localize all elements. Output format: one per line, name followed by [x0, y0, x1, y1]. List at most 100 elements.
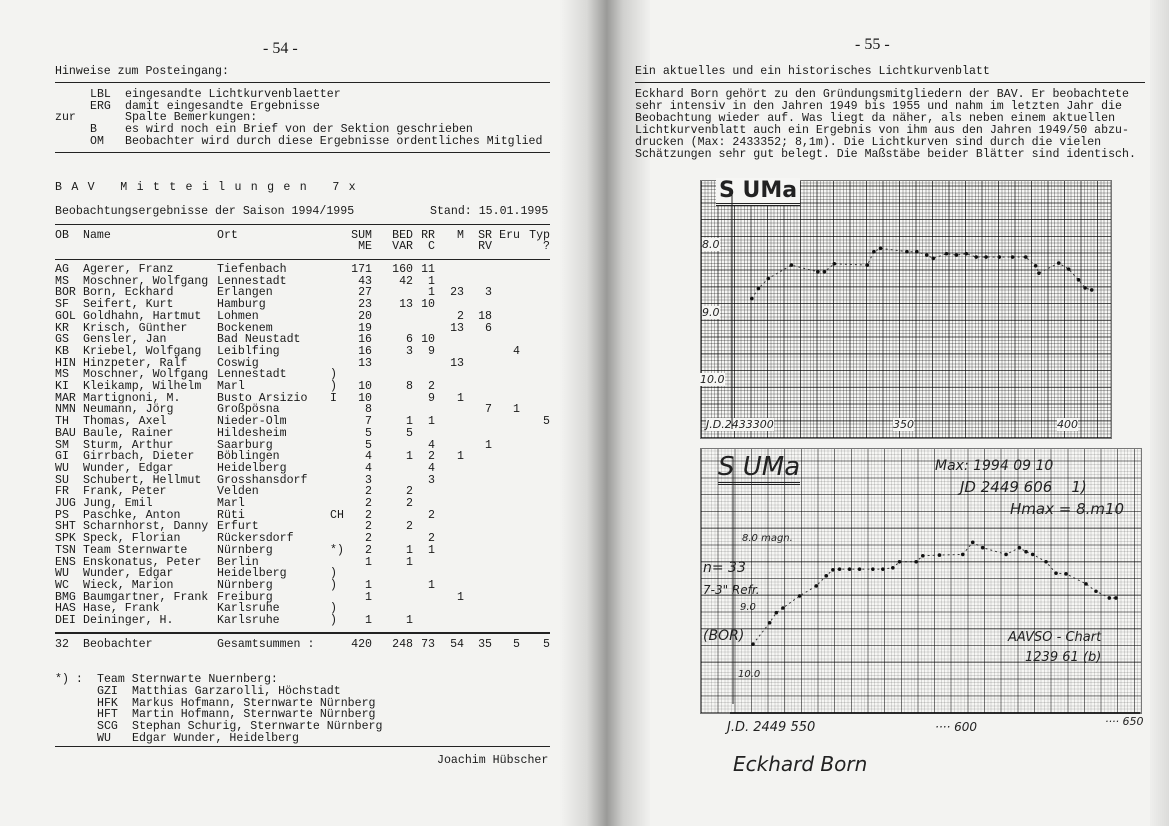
- table-cell: Wieck, Marion: [83, 578, 174, 592]
- table-cell: C: [428, 240, 435, 253]
- table-cell: 19: [358, 321, 372, 335]
- data-point: [1033, 263, 1038, 268]
- data-point: [871, 567, 875, 571]
- lightcurve-line: [751, 247, 1092, 299]
- table-cell: 1: [428, 543, 435, 557]
- table-cell: FR: [55, 485, 69, 499]
- table-cell: OB: [55, 229, 69, 242]
- member-name: Edgar Wunder, Heidelberg: [132, 731, 299, 745]
- table-cell: Hase, Frank: [83, 602, 160, 616]
- data-point: [970, 540, 975, 545]
- data-point: [774, 610, 779, 615]
- table-cell: Seifert, Kurt: [83, 298, 174, 312]
- table-cell: Hildesheim: [217, 426, 287, 440]
- footnote-title: Team Sternwarte Nuernberg:: [97, 673, 278, 686]
- table-cell: 2: [365, 532, 372, 546]
- table-cell: 8: [365, 403, 372, 417]
- table-cell: 1: [406, 555, 413, 569]
- table-cell: 9: [428, 391, 435, 405]
- table-cell: Grosshansdorf: [217, 473, 308, 487]
- table-cell: 4: [428, 461, 435, 475]
- table-cell: Scharnhorst, Danny: [83, 520, 209, 534]
- table-cell: Lennestadt: [217, 368, 287, 382]
- table-cell: 171: [351, 263, 372, 276]
- table-cell: Tiefenbach: [217, 263, 287, 276]
- table-cell: 4: [513, 344, 520, 358]
- data-point: [924, 253, 929, 257]
- table-cell: SM: [55, 438, 69, 452]
- table-cell: GS: [55, 333, 69, 347]
- table-cell: Kleikamp, Wilhelm: [83, 380, 202, 393]
- table-cell: ): [330, 614, 337, 627]
- table-cell: 73: [421, 638, 435, 651]
- lightcurve-line: [752, 541, 1116, 645]
- subtitle: Beobachtungsergebnisse der Saison 1994/1…: [55, 205, 355, 218]
- data-point: [1024, 549, 1028, 554]
- table-cell: Leiblfing: [217, 344, 280, 358]
- data-point: [915, 249, 919, 254]
- table-cell: Sturm, Arthur: [83, 438, 174, 452]
- table-cell: 5: [543, 638, 550, 651]
- table-row: BMG Baumgartner, Frank Freiburg 1 1: [0, 590, 560, 604]
- table-cell: Velden: [217, 485, 259, 499]
- table-row: SPK Speck, Florian Rückersdorf 2 2: [0, 533, 560, 545]
- table-cell: Moschner, Wolfgang: [83, 274, 209, 288]
- table-cell: ): [330, 368, 337, 382]
- table-cell: 160: [392, 263, 413, 276]
- x-tick-label: 400: [1057, 418, 1078, 431]
- table-cell: 23: [450, 286, 464, 300]
- table-cell: Karlsruhe: [217, 614, 280, 627]
- table-cell: *): [330, 543, 344, 557]
- table-cell: 1: [428, 286, 435, 300]
- table-cell: ENS: [55, 555, 76, 569]
- footnote-marker: *) :: [55, 673, 83, 686]
- data-point: [857, 567, 862, 571]
- data-point: [905, 249, 909, 254]
- data-point: [1094, 589, 1098, 594]
- table-cell: ME: [358, 240, 372, 253]
- table-cell: 5: [543, 415, 550, 429]
- member-code: WU: [97, 731, 111, 745]
- table-cell: KI: [55, 380, 69, 393]
- data-point: [1044, 559, 1048, 564]
- historic-lightcurve-plot: [731, 190, 1094, 429]
- data-point: [756, 286, 761, 291]
- table-cell: 1: [457, 391, 464, 405]
- data-point: [831, 568, 835, 572]
- table-cell: Beobachter: [83, 638, 153, 651]
- table-cell: BMG: [55, 590, 76, 604]
- table-cell: Girrbach, Dieter: [83, 450, 195, 464]
- table-cell: 20: [358, 309, 372, 323]
- table-cell: Born, Eckhard: [83, 286, 174, 300]
- table-cell: ?: [543, 240, 550, 253]
- table-row: TH Thomas, Axel Nieder-Olm 7 1 1 5: [0, 416, 560, 428]
- data-point: [837, 567, 842, 571]
- table-cell: Rüti: [217, 508, 245, 522]
- max-jd: JD 2449 606 1): [960, 478, 1087, 496]
- x-tick-label: ···· 600: [935, 720, 977, 734]
- data-point: [1066, 267, 1071, 271]
- table-cell: Kriebel, Wolfgang: [83, 344, 202, 358]
- table-cell: Böblingen: [217, 450, 280, 464]
- table-cell: 248: [392, 638, 413, 651]
- table-cell: 16: [358, 333, 372, 347]
- table-cell: Heidelberg: [217, 567, 287, 581]
- table-cell: 1: [428, 274, 435, 288]
- data-point: [824, 574, 829, 578]
- table-cell: Erlangen: [217, 286, 273, 300]
- table-cell: NMN: [55, 403, 76, 417]
- table-cell: Nürnberg: [217, 578, 273, 592]
- table-cell: SHT: [55, 520, 76, 534]
- table-cell: 1: [365, 590, 372, 604]
- signature: Eckhard Born: [733, 752, 868, 776]
- table-cell: GOL: [55, 309, 76, 323]
- table-cell: Karlsruhe: [217, 602, 280, 616]
- divider: [55, 746, 550, 747]
- table-cell: ): [330, 578, 337, 592]
- data-point: [1083, 286, 1087, 290]
- table-cell: ): [330, 602, 337, 616]
- table-row: DEI Deininger, H. Karlsruhe) 1 1: [0, 615, 560, 627]
- author: Joachim Hübscher: [437, 754, 549, 767]
- table-cell: 1: [428, 415, 435, 429]
- max-magnitude: Hmax = 8.m10: [1010, 500, 1125, 518]
